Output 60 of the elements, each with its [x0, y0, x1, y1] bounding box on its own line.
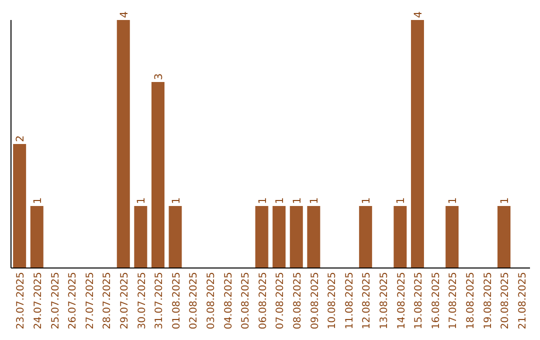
x-tick-label: 29.07.2025 [119, 272, 130, 330]
bar [290, 206, 303, 268]
x-tick-label: 11.08.2025 [344, 272, 356, 330]
x-tick-label: 18.08.2025 [465, 272, 476, 330]
x-tick-label: 02.08.2025 [188, 272, 200, 330]
x-tick-label: 08.08.2025 [292, 272, 304, 330]
data-label: 1 [360, 197, 373, 204]
data-label: 1 [291, 197, 304, 204]
x-tick-label: 16.08.2025 [430, 272, 442, 330]
bar [13, 144, 26, 268]
data-label: 4 [412, 11, 424, 18]
x-tick-label: 19.08.2025 [482, 272, 494, 330]
data-label: 1 [498, 197, 511, 204]
x-tick-label: 13.08.2025 [378, 272, 390, 330]
bar [446, 206, 459, 268]
bar [307, 206, 320, 268]
x-tick-label: 06.08.2025 [258, 272, 269, 330]
x-tick-label: 25.07.2025 [50, 272, 62, 330]
x-tick-label: 10.08.2025 [327, 272, 338, 330]
bar [168, 206, 182, 268]
data-label: 2 [14, 135, 27, 142]
bar [116, 20, 130, 268]
x-tick-label: 26.07.2025 [68, 272, 79, 330]
x-tick-label: 30.07.2025 [136, 272, 148, 330]
x-tick-label: 21.08.2025 [517, 272, 528, 330]
bar [255, 206, 268, 268]
data-label: 1 [256, 197, 269, 204]
data-label: 1 [136, 197, 148, 204]
x-tick-label: 12.08.2025 [362, 272, 373, 330]
x-tick-label: 27.07.2025 [84, 272, 96, 330]
x-tick-label: 04.08.2025 [223, 272, 234, 330]
x-tick-label: 28.07.2025 [102, 272, 114, 330]
x-tick-label: 05.08.2025 [240, 272, 252, 330]
data-label: 1 [170, 197, 182, 204]
x-tick-label: 03.08.2025 [206, 272, 217, 330]
bar [272, 206, 286, 268]
bar [410, 20, 424, 268]
x-tick-label: 09.08.2025 [310, 272, 321, 330]
bar [394, 206, 407, 268]
x-tick-label: 23.07.2025 [16, 272, 27, 330]
x-tick-label: 15.08.2025 [414, 272, 425, 330]
x-tick-label: 17.08.2025 [448, 272, 460, 330]
x-tick-label: 24.07.2025 [32, 272, 44, 330]
data-label: 1 [32, 197, 44, 204]
data-label: 4 [118, 11, 130, 18]
data-label: 1 [447, 197, 460, 204]
data-label: 3 [152, 73, 165, 80]
x-tick-label: 20.08.2025 [500, 272, 512, 330]
data-label: 1 [395, 197, 408, 204]
x-tick-label: 14.08.2025 [396, 272, 408, 330]
data-label: 1 [308, 197, 321, 204]
bar [151, 82, 164, 268]
bar [497, 206, 510, 268]
x-tick-label: 01.08.2025 [171, 272, 182, 330]
x-tick-label: 07.08.2025 [275, 272, 286, 330]
data-label: 1 [274, 197, 286, 204]
bar [359, 206, 372, 268]
x-tick-label: 31.07.2025 [154, 272, 166, 330]
bar [134, 206, 148, 268]
bar [30, 206, 44, 268]
